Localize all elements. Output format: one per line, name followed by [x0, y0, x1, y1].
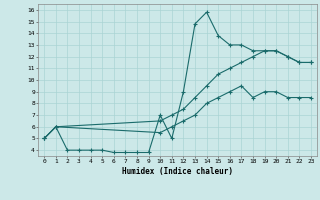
X-axis label: Humidex (Indice chaleur): Humidex (Indice chaleur) [122, 167, 233, 176]
